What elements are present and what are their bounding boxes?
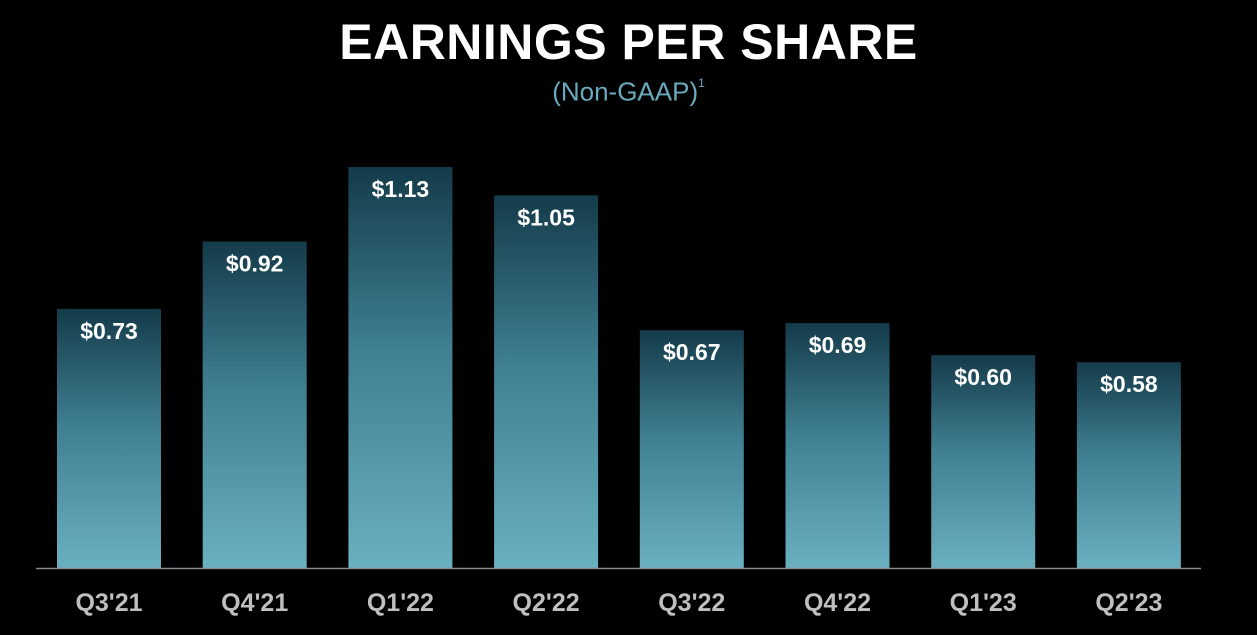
value-label: $0.92	[226, 251, 284, 277]
bar-q322	[639, 330, 744, 568]
x-tick-label: Q3'21	[75, 589, 142, 617]
value-label: $0.67	[663, 339, 721, 365]
x-tick-label: Q4'21	[221, 589, 288, 617]
value-label: $1.05	[517, 204, 575, 230]
chart-subtitle: (Non-GAAP)1	[0, 71, 1257, 108]
value-label: $1.13	[372, 176, 430, 202]
value-label: $0.69	[809, 332, 867, 358]
bar-q421	[202, 241, 307, 568]
x-tick-label: Q2'23	[1095, 589, 1162, 617]
value-label: $0.60	[954, 364, 1012, 390]
chart-title: EARNINGS PER SHARE	[339, 14, 918, 70]
bar-q122	[348, 167, 453, 568]
bar-q321	[57, 308, 161, 568]
x-tick-label: Q1'22	[367, 589, 434, 617]
value-label: $0.58	[1100, 371, 1158, 397]
bar-q422	[785, 323, 890, 568]
x-tick-label: Q1'23	[950, 589, 1017, 617]
x-tick-label: Q2'22	[513, 589, 580, 617]
bar-q123	[931, 355, 1036, 568]
bar-q223	[1076, 362, 1181, 568]
value-label: $0.73	[80, 318, 138, 344]
subtitle-text: (Non-GAAP)	[552, 76, 699, 107]
x-tick-label: Q4'22	[804, 589, 871, 617]
x-tick-label: Q3'22	[658, 589, 725, 617]
bar-q222	[494, 195, 599, 568]
footnote-marker: 1	[698, 76, 705, 90]
